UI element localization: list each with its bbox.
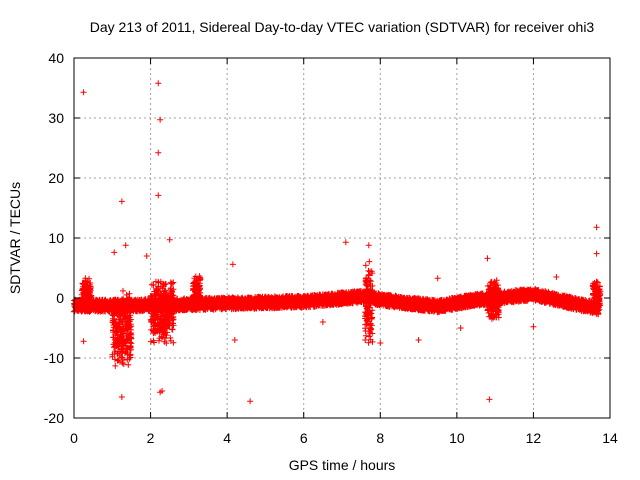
- y-tick-label: 30: [48, 110, 64, 126]
- x-tick-label: 0: [70, 430, 78, 446]
- outlier-point: [166, 236, 173, 243]
- outlier-point: [365, 242, 372, 249]
- x-axis-title: GPS time / hours: [289, 457, 396, 473]
- outlier-point: [111, 249, 118, 256]
- y-tick-label: 20: [48, 170, 64, 186]
- outlier-point: [80, 338, 87, 345]
- y-tick-label: 10: [48, 230, 64, 246]
- outlier-point: [143, 253, 150, 259]
- sdtvar-band-markers: [71, 258, 604, 369]
- outlier-point: [118, 394, 125, 400]
- outlier-point: [486, 396, 493, 403]
- x-tick-label: 4: [223, 430, 231, 446]
- outlier-point: [247, 398, 254, 405]
- x-tick-label: 8: [376, 430, 384, 446]
- outlier-point: [434, 275, 441, 282]
- outlier-point: [553, 274, 560, 280]
- outlier-point: [155, 149, 162, 156]
- grid-layer: [74, 58, 610, 418]
- y-tick-label: -10: [44, 350, 64, 366]
- x-tick-label: 14: [602, 430, 618, 446]
- outlier-point: [342, 239, 349, 246]
- outlier-point: [155, 80, 162, 87]
- outlier-point: [593, 250, 600, 257]
- outlier-point: [122, 242, 129, 249]
- y-tick-label: 0: [56, 290, 64, 306]
- x-tick-label: 10: [449, 430, 465, 446]
- outlier-point: [231, 337, 238, 343]
- outlier-point: [118, 198, 125, 205]
- y-axis-title: SDTVAR / TECUs: [7, 182, 23, 294]
- x-tick-label: 12: [526, 430, 542, 446]
- outlier-point: [157, 116, 164, 123]
- y-tick-label: -20: [44, 410, 64, 426]
- outlier-point: [415, 337, 422, 343]
- outlier-point: [530, 323, 537, 330]
- y-tick-label: 40: [48, 50, 64, 66]
- outlier-point: [80, 89, 87, 96]
- x-tick-label: 6: [300, 430, 308, 446]
- tick-layer: 0 2 4 6 8 10 12 14 -20 -10 0 10 20 30 40: [44, 50, 618, 446]
- outlier-point: [157, 389, 164, 396]
- outlier-point: [457, 325, 464, 331]
- outlier-point: [484, 255, 491, 262]
- data-layer: [71, 80, 604, 405]
- outlier-point: [155, 192, 162, 199]
- outlier-point: [229, 261, 236, 268]
- outlier-point: [319, 319, 326, 325]
- x-tick-label: 2: [147, 430, 155, 446]
- outlier-point: [593, 224, 600, 231]
- chart-title: Day 213 of 2011, Sidereal Day-to-day VTE…: [90, 19, 595, 35]
- outlier-point: [377, 340, 384, 346]
